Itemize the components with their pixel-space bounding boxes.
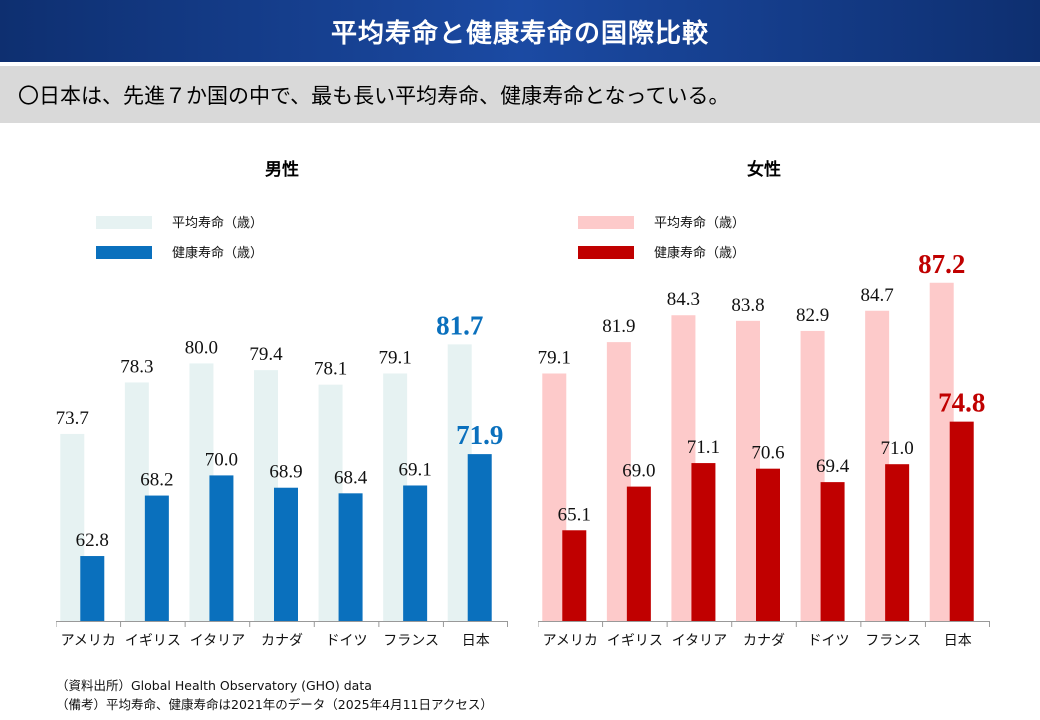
female-label-life-3: 83.8 xyxy=(731,295,764,316)
female-bar-healthy-1 xyxy=(626,486,651,621)
summary-box: 〇日本は、先進７か国の中で、最も長い平均寿命、健康寿命となっている。 xyxy=(0,66,1040,123)
male-bar-healthy-6 xyxy=(467,454,492,621)
male-label-healthy-4: 68.4 xyxy=(334,467,368,488)
female-legend-swatch-0 xyxy=(578,216,634,229)
male-label-life-1: 78.3 xyxy=(120,356,153,377)
male-category-label-5: フランス xyxy=(383,633,439,649)
male-bar-life-0 xyxy=(60,433,85,621)
female-bar-healthy-2 xyxy=(691,463,716,621)
male-label-healthy-6: 71.9 xyxy=(456,420,503,450)
male-chart-title: 男性 xyxy=(265,159,299,180)
female-chart-title: 女性 xyxy=(747,159,781,180)
male-label-life-4: 78.1 xyxy=(314,359,347,380)
male-label-life-0: 73.7 xyxy=(56,408,89,429)
female-label-healthy-6: 74.8 xyxy=(938,388,985,418)
male-category-label-0: アメリカ xyxy=(61,633,116,649)
male-category-label-6: 日本 xyxy=(462,633,490,649)
female-label-life-2: 84.3 xyxy=(667,289,700,310)
female-label-healthy-5: 71.0 xyxy=(881,438,914,459)
female-label-healthy-2: 71.1 xyxy=(687,437,720,458)
male-category-label-1: イギリス xyxy=(125,633,181,649)
female-label-healthy-0: 65.1 xyxy=(558,504,591,525)
male-label-healthy-5: 69.1 xyxy=(399,459,432,480)
male-legend-label-1: 健康寿命（歳） xyxy=(172,245,263,261)
male-label-life-2: 80.0 xyxy=(185,337,218,358)
male-label-life-3: 79.4 xyxy=(249,344,283,365)
female-legend-label-0: 平均寿命（歳） xyxy=(654,215,745,231)
male-category-label-2: イタリア xyxy=(190,633,245,649)
female-label-healthy-4: 69.4 xyxy=(816,456,850,477)
male-category-label-3: カナダ xyxy=(261,633,303,649)
male-bar-healthy-3 xyxy=(274,487,298,621)
female-category-label-0: アメリカ xyxy=(543,633,598,649)
female-category-label-3: カナダ xyxy=(743,633,785,649)
female-bar-healthy-0 xyxy=(562,530,587,621)
male-label-life-5: 79.1 xyxy=(379,347,412,368)
female-bar-life-1 xyxy=(606,342,631,621)
female-category-label-6: 日本 xyxy=(944,633,972,649)
header-bar: 平均寿命と健康寿命の国際比較 xyxy=(0,0,1040,62)
male-bar-healthy-2 xyxy=(209,475,234,621)
female-category-label-2: イタリア xyxy=(672,633,727,649)
female-category-label-1: イギリス xyxy=(607,633,663,649)
female-bar-healthy-5 xyxy=(885,464,910,621)
male-bar-healthy-4 xyxy=(338,493,363,621)
female-label-life-1: 81.9 xyxy=(602,316,635,337)
male-label-healthy-3: 68.9 xyxy=(269,462,302,483)
male-bar-healthy-5 xyxy=(403,485,428,621)
male-category-label-4: ドイツ xyxy=(326,633,368,649)
footnote-note: （備考）平均寿命、健康寿命は2021年のデータ（2025年4月11日アクセス） xyxy=(56,697,493,712)
male-legend-swatch-1 xyxy=(96,246,152,259)
female-bar-healthy-3 xyxy=(756,468,780,621)
male-bar-healthy-1 xyxy=(144,495,169,621)
female-label-healthy-3: 70.6 xyxy=(751,443,784,464)
male-label-life-6: 81.7 xyxy=(436,310,483,340)
female-label-healthy-1: 69.0 xyxy=(622,461,655,482)
page-title: 平均寿命と健康寿命の国際比較 xyxy=(330,18,709,49)
female-category-label-5: フランス xyxy=(865,633,921,649)
female-bar-life-5 xyxy=(865,310,890,621)
male-label-healthy-2: 70.0 xyxy=(205,449,238,470)
male-label-healthy-0: 62.8 xyxy=(76,530,109,551)
female-legend-label-1: 健康寿命（歳） xyxy=(654,245,745,261)
footnote-source: （資料出所）Global Health Observatory (GHO) da… xyxy=(56,678,372,693)
female-category-label-4: ドイツ xyxy=(808,633,850,649)
male-bar-healthy-0 xyxy=(80,556,105,621)
female-bar-healthy-6 xyxy=(949,421,974,621)
summary-text: 〇日本は、先進７か国の中で、最も長い平均寿命、健康寿命となっている。 xyxy=(18,83,730,108)
female-label-life-0: 79.1 xyxy=(538,347,571,368)
female-legend-swatch-1 xyxy=(578,246,634,259)
male-legend-label-0: 平均寿命（歳） xyxy=(172,215,263,231)
female-label-life-4: 82.9 xyxy=(796,305,829,326)
female-bar-healthy-4 xyxy=(820,482,845,621)
female-label-life-5: 84.7 xyxy=(861,285,894,306)
female-bar-life-4 xyxy=(800,330,825,621)
male-legend-swatch-0 xyxy=(96,216,152,229)
male-label-healthy-1: 68.2 xyxy=(140,470,173,491)
female-label-life-6: 87.2 xyxy=(918,249,965,279)
female-bar-life-0 xyxy=(542,373,567,621)
